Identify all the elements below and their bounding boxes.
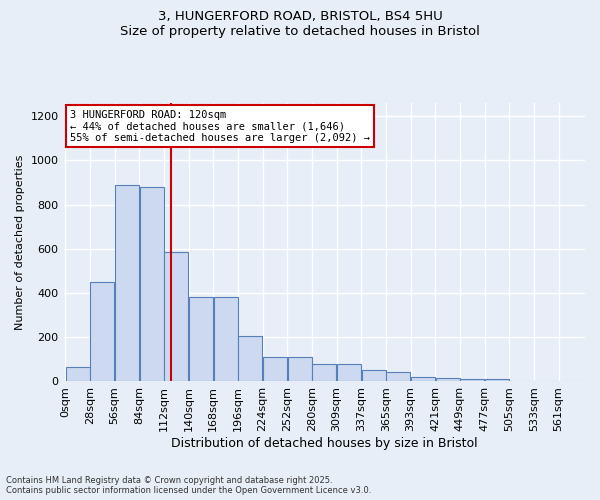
Bar: [164, 252, 188, 382]
Bar: [115, 185, 139, 382]
Bar: [263, 357, 287, 382]
Bar: [460, 379, 484, 382]
Bar: [411, 377, 435, 382]
X-axis label: Distribution of detached houses by size in Bristol: Distribution of detached houses by size …: [171, 437, 478, 450]
Bar: [189, 298, 213, 382]
Bar: [65, 367, 90, 382]
Bar: [90, 282, 115, 382]
Bar: [287, 357, 311, 382]
Bar: [436, 378, 460, 382]
Text: 3 HUNGERFORD ROAD: 120sqm
← 44% of detached houses are smaller (1,646)
55% of se: 3 HUNGERFORD ROAD: 120sqm ← 44% of detac…: [70, 110, 370, 143]
Bar: [337, 364, 361, 382]
Y-axis label: Number of detached properties: Number of detached properties: [15, 154, 25, 330]
Bar: [238, 336, 262, 382]
Text: 3, HUNGERFORD ROAD, BRISTOL, BS4 5HU
Size of property relative to detached house: 3, HUNGERFORD ROAD, BRISTOL, BS4 5HU Siz…: [120, 10, 480, 38]
Bar: [386, 372, 410, 382]
Bar: [312, 364, 337, 382]
Bar: [362, 370, 386, 382]
Bar: [140, 187, 164, 382]
Bar: [485, 379, 509, 382]
Text: Contains HM Land Registry data © Crown copyright and database right 2025.
Contai: Contains HM Land Registry data © Crown c…: [6, 476, 371, 495]
Bar: [214, 298, 238, 382]
